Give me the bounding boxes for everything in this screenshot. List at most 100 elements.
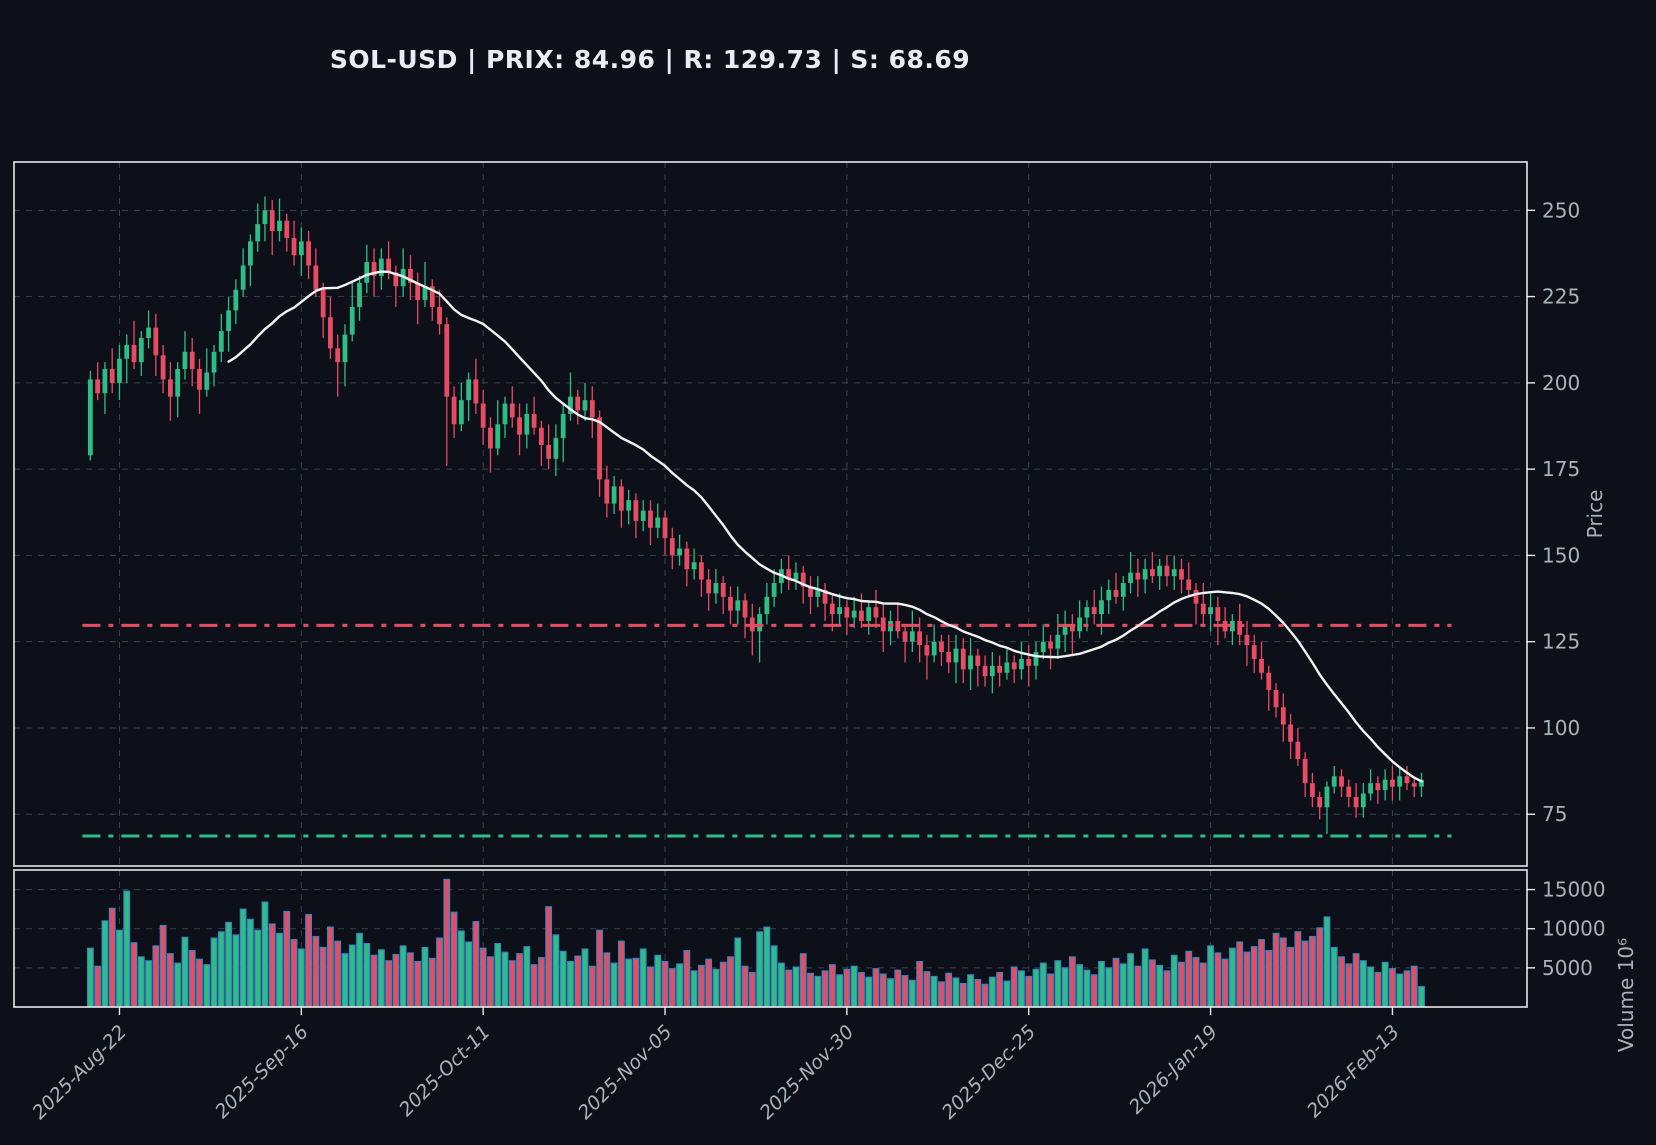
candle-body [917,631,923,646]
volume-bar [341,953,349,1008]
volume-bar [1294,931,1302,1008]
volume-bar [254,929,262,1008]
volume-bar [487,956,494,1008]
volume-bar [428,957,436,1008]
volume-bar [1389,968,1396,1008]
volume-bar [1054,960,1062,1008]
volume-bar [959,982,967,1008]
volume-bar [988,976,996,1008]
volume-bar [697,964,705,1008]
volume-bar [821,970,829,1008]
candle-body [975,655,981,666]
candle-body [117,358,122,383]
candle-body [415,282,421,301]
candle-body [146,327,151,338]
candle-body [1419,779,1424,787]
volume-bar [1032,968,1040,1008]
volume-bar [588,965,596,1008]
candle-body [589,400,595,418]
volume-bar [348,944,356,1008]
volume-bar [261,901,269,1008]
volume-bar [1403,970,1411,1008]
volume-bar [879,973,887,1008]
candle-body [568,396,573,414]
volume-bar [1229,947,1236,1008]
candle-body [582,400,588,411]
volume-bar [159,924,167,1008]
candle-body [1273,690,1279,708]
volume-bar [1330,946,1338,1008]
candle-body [466,379,472,401]
gridlines-layer [14,162,1527,1007]
candle-body [1280,707,1286,725]
candle-body [1302,759,1308,784]
candle-body [560,413,566,439]
candle-body [1157,565,1163,577]
candle-body [124,344,130,359]
volume-bar [443,878,451,1008]
candle-body [597,417,602,480]
price-tick-label: 75 [1542,802,1567,826]
volume-bar [1127,953,1134,1008]
volume-bar [297,948,305,1008]
candle-body [1382,779,1388,791]
candle-body [698,562,704,580]
volume-bar [523,946,531,1008]
volume-bar [763,926,771,1008]
candle-body [298,241,304,256]
volume-axis-label: Volume 10⁶ [1614,938,1638,1052]
volume-bar [312,935,320,1008]
volume-bar [407,952,414,1008]
candle-body [1411,783,1417,787]
candle-body [1397,776,1403,787]
volume-bar [1156,964,1164,1008]
volume-bar [1323,916,1331,1008]
candle-body [240,265,246,290]
candle-body [87,379,93,456]
volume-bar [494,942,502,1008]
candle-body [488,427,493,449]
candle-body [1179,569,1184,580]
candle-body [1019,658,1024,670]
candle-body [306,241,311,266]
volume-bar [814,975,822,1008]
volume-bar [123,890,131,1008]
candle-body [546,444,552,459]
candle-body [1120,583,1126,597]
candle-body [102,369,108,394]
volume-bar [1410,965,1418,1008]
candle-body [655,517,661,528]
candle-body [902,631,908,642]
volume-bar [778,962,785,1008]
volume-bar [1098,960,1105,1008]
candle-body [931,641,937,656]
candle-body [815,589,821,597]
price-tick-label: 225 [1542,285,1580,309]
date-tick-label: 2025-Sep-16 [211,1021,313,1123]
candle-body [720,583,726,597]
candle-body [378,258,384,276]
volume-bar [1345,963,1353,1008]
candle-body [691,562,697,570]
candle-body [1128,572,1133,584]
volume-bar [1258,939,1265,1008]
candle-body [1404,776,1410,784]
volume-bar [596,929,603,1008]
candle-body [808,586,813,597]
volume-bar [676,963,683,1008]
volume-bar [610,962,618,1008]
candle-body [524,413,530,435]
volume-bar [1068,956,1076,1008]
volume-bar [850,965,858,1008]
volume-bar [574,955,582,1008]
volume-bar [1359,960,1367,1008]
volume-bar [894,969,902,1008]
volume-bar [363,942,371,1008]
volume-bar [1207,945,1214,1008]
volume-bar [276,932,283,1008]
volume-bar [203,964,211,1008]
candle-body [1295,741,1301,760]
volume-bar [217,931,225,1008]
candle-body [357,282,362,307]
